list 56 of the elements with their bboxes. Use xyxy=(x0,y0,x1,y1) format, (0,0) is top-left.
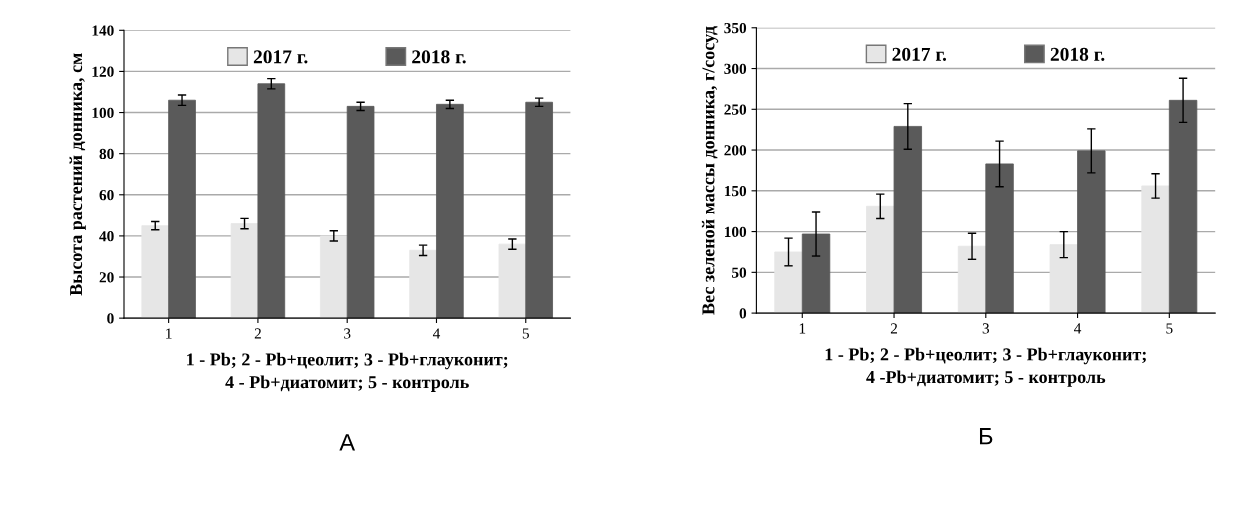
x-axis-title: 1 - Pb; 2 - Pb+цеолит; 3 - Pb+глауконит; 4 - Pb+диатомит; 5 - контроль xyxy=(187,352,508,392)
y-tick-label: 250 xyxy=(724,104,747,115)
bar xyxy=(498,243,527,319)
bar xyxy=(1141,185,1170,314)
bar xyxy=(346,105,375,319)
bar xyxy=(436,103,464,319)
x-tick-label: 4 xyxy=(432,328,441,339)
y-tick-label: 0 xyxy=(739,308,747,319)
legend-label: 2018 г. xyxy=(412,50,466,64)
y-tick-label: 350 xyxy=(724,22,747,34)
x-tick-label: 2 xyxy=(254,328,261,339)
bar xyxy=(801,233,831,314)
text: А xyxy=(339,434,356,451)
x-tick-label: 5 xyxy=(1166,323,1173,334)
y-tick-label: 20 xyxy=(99,272,114,283)
y-tick-label: 80 xyxy=(99,148,114,160)
x-axis-title: 1 - Pb; 2 - Pb+цеолит; 3 - Pb+глауконит; 4 -Pb+диатомит; 5 - контроль xyxy=(825,347,1146,387)
y-axis-title: Высота растений донника, см xyxy=(69,53,86,296)
bar xyxy=(774,251,803,314)
y-tick-label: 100 xyxy=(724,226,747,238)
text: Б xyxy=(979,428,993,445)
x-tick-label: 3 xyxy=(344,328,351,339)
legend-label: 2017 г. xyxy=(253,50,308,64)
bar xyxy=(257,83,286,319)
x-tick-label: 3 xyxy=(982,323,990,334)
bar xyxy=(985,163,1014,314)
bar xyxy=(320,235,348,319)
bar xyxy=(866,205,895,314)
x-tick-label: 5 xyxy=(522,328,529,339)
bar xyxy=(525,101,553,319)
bar xyxy=(893,126,922,314)
y-tick-label: 150 xyxy=(724,185,747,197)
y-tick-label: 0 xyxy=(107,313,114,324)
bar xyxy=(1077,150,1106,314)
x-tick-label: 1 xyxy=(166,328,172,339)
bar xyxy=(168,99,196,319)
y-tick-label: 50 xyxy=(732,267,747,278)
bar xyxy=(409,249,437,319)
y-tick-label: 140 xyxy=(92,25,114,36)
legend-label: 2018 г. xyxy=(1050,47,1105,61)
y-tick-label: 300 xyxy=(724,63,747,74)
bar xyxy=(230,223,259,319)
bar xyxy=(141,225,170,319)
y-tick-label: 100 xyxy=(92,107,114,118)
x-tick-label: 1 xyxy=(799,323,806,334)
y-tick-label: 40 xyxy=(99,231,114,242)
bar xyxy=(1049,244,1078,314)
x-tick-label: 2 xyxy=(890,323,898,334)
y-tick-label: 120 xyxy=(92,66,114,77)
legend-label: 2017 г. xyxy=(892,47,947,61)
y-axis-title: Вес зеленой массы донника, г/сосуд xyxy=(701,26,719,315)
x-tick-label: 4 xyxy=(1074,323,1082,334)
y-tick-label: 200 xyxy=(724,145,747,156)
bar xyxy=(957,245,987,314)
y-tick-label: 60 xyxy=(99,189,114,201)
bar xyxy=(1168,99,1198,314)
